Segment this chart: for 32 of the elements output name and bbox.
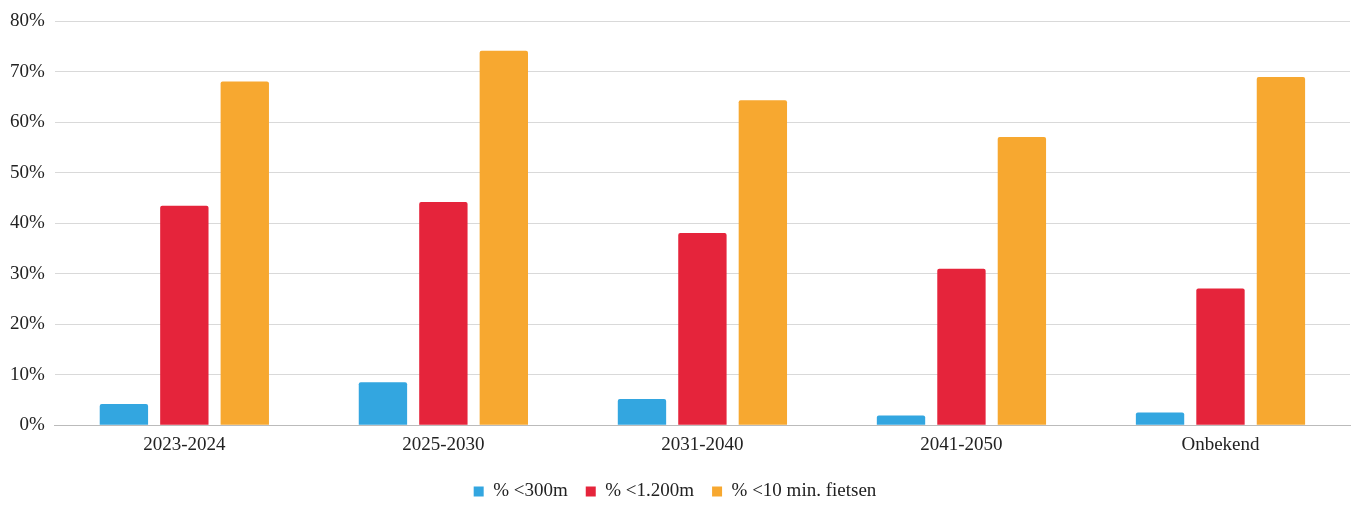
y-tick-label: 40% (10, 211, 45, 233)
bar (358, 382, 408, 425)
bar (160, 205, 209, 425)
x-tick-label: 2031-2040 (661, 432, 744, 454)
bar (220, 81, 269, 425)
y-tick-label: 60% (10, 110, 45, 132)
y-tick-label: 10% (10, 362, 45, 384)
y-tick-label: 80% (10, 9, 45, 31)
bar (1135, 412, 1185, 425)
legend-label: % <300m (493, 479, 568, 501)
bar (419, 202, 468, 425)
x-tick-label: 2025-2030 (402, 432, 485, 454)
legend-label: % <1.200m (605, 479, 695, 501)
y-tick-label: 0% (19, 413, 45, 435)
y-tick-label: 20% (10, 312, 45, 334)
bar (876, 415, 926, 425)
x-tick-label: 2023-2024 (143, 432, 227, 454)
bar (99, 404, 149, 425)
bar (617, 398, 667, 425)
legend-label: % <10 min. fietsen (731, 479, 877, 501)
bar (479, 50, 528, 425)
x-tick-label: Onbekend (1181, 432, 1261, 454)
bar (1196, 288, 1245, 425)
bar (997, 136, 1047, 425)
x-tick-label: 2041-2050 (920, 432, 1003, 454)
bar (678, 232, 727, 425)
y-tick-label: 70% (10, 59, 45, 81)
y-tick-label: 50% (10, 160, 45, 182)
bar (1256, 76, 1306, 425)
bar (937, 268, 986, 425)
y-tick-label: 30% (10, 261, 45, 283)
bar (738, 100, 788, 425)
